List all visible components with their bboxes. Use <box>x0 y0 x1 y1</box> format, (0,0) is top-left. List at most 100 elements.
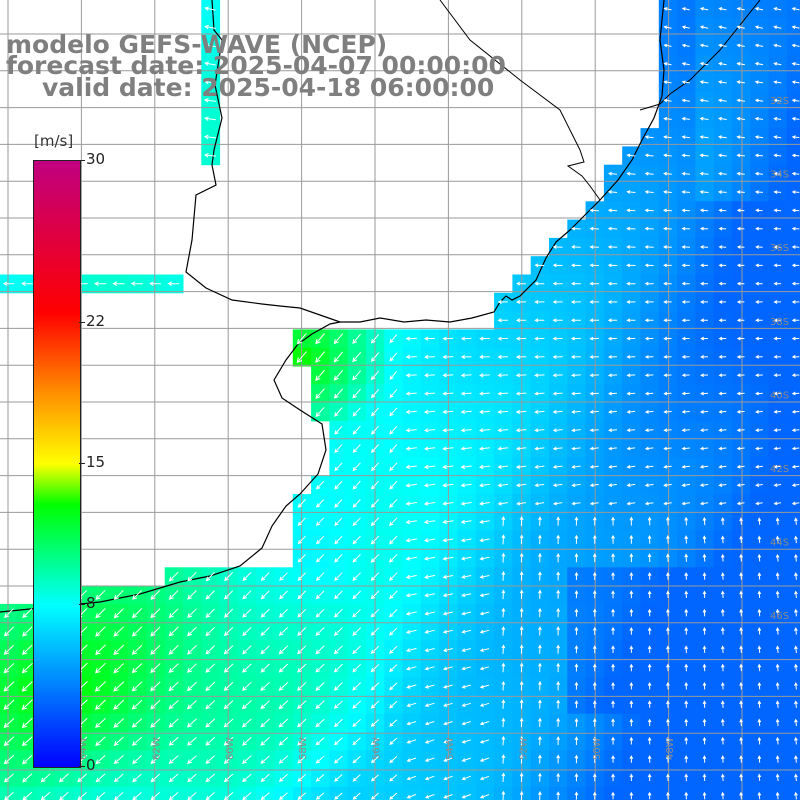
wind-arrow <box>755 483 763 487</box>
wind-arrow <box>297 737 307 746</box>
wind-arrow <box>442 446 454 451</box>
wind-arrow <box>519 516 524 527</box>
wind-arrow <box>315 590 325 600</box>
wind-arrow <box>278 627 289 637</box>
wind-arrow <box>519 644 524 654</box>
wind-arrow <box>702 681 707 690</box>
wind-arrow <box>187 571 197 582</box>
wind-arrow <box>773 263 782 268</box>
wind-arrow <box>773 300 782 304</box>
wind-cell <box>475 786 495 800</box>
wind-arrow <box>497 409 509 414</box>
wind-arrow <box>204 61 216 66</box>
wind-arrow <box>755 446 763 451</box>
wind-arrow <box>794 590 798 599</box>
wind-arrow <box>315 663 325 673</box>
wind-arrow <box>626 373 636 378</box>
wind-arrow <box>186 681 197 692</box>
wind-arrow <box>717 153 727 158</box>
wind-arrow <box>699 428 709 433</box>
wind-arrow <box>519 680 524 691</box>
wind-arrow <box>592 590 597 599</box>
wind-arrow <box>699 501 709 506</box>
wind-arrow <box>775 627 780 635</box>
wind-arrow <box>405 391 417 396</box>
wind-arrow <box>739 535 743 544</box>
wind-arrow <box>21 699 33 711</box>
wind-arrow <box>501 699 506 709</box>
wind-arrow <box>3 736 15 747</box>
wind-arrow <box>149 281 162 286</box>
wind-arrow <box>22 626 33 637</box>
wind-arrow <box>647 736 652 745</box>
wind-arrow <box>739 755 743 763</box>
wind-arrow <box>460 336 472 341</box>
wind-arrow <box>370 608 380 618</box>
colorbar-units: [m/s] <box>28 131 82 155</box>
wind-arrow <box>278 737 289 746</box>
wind-arrow <box>757 553 762 562</box>
wind-arrow <box>574 663 579 672</box>
wind-arrow <box>592 626 597 635</box>
wind-arrow <box>297 499 306 508</box>
wind-arrow <box>479 721 490 726</box>
wind-arrow <box>757 791 762 800</box>
wind-arrow <box>720 736 725 745</box>
wind-arrow <box>95 589 106 600</box>
wind-arrow <box>187 755 197 764</box>
wind-arrow <box>460 501 472 506</box>
wind-arrow <box>739 718 743 727</box>
wind-arrow <box>112 281 125 286</box>
wind-arrow <box>424 336 436 341</box>
wind-arrow <box>150 663 161 674</box>
wind-arrow <box>389 535 398 545</box>
wind-arrow <box>150 681 161 692</box>
wind-arrow <box>699 80 709 84</box>
wind-arrow <box>574 700 579 709</box>
wind-cell <box>91 786 111 800</box>
wind-arrow <box>589 501 599 506</box>
wind-arrow <box>611 736 615 745</box>
wind-arrow <box>754 98 764 103</box>
wind-cell <box>109 786 129 800</box>
wind-arrow <box>611 700 615 708</box>
wind-arrow <box>460 446 472 451</box>
wind-arrow <box>168 718 179 728</box>
wind-arrow <box>186 663 197 673</box>
wind-arrow <box>442 611 454 616</box>
wind-arrow <box>589 281 600 286</box>
wind-arrow <box>352 535 361 545</box>
wind-arrow <box>95 608 106 619</box>
wind-arrow <box>352 627 362 636</box>
wind-arrow <box>644 409 654 414</box>
wind-arrow <box>720 718 725 727</box>
wind-arrow <box>352 719 361 727</box>
wind-arrow <box>663 62 672 66</box>
wind-arrow <box>699 171 709 176</box>
wind-arrow <box>681 7 690 11</box>
wind-arrow <box>442 428 454 433</box>
wind-arrow <box>739 590 743 599</box>
wind-arrow <box>205 608 215 618</box>
latitude-label: 36S <box>770 243 789 254</box>
wind-arrow <box>534 263 545 268</box>
wind-arrow <box>681 300 690 304</box>
wind-arrow <box>552 300 563 304</box>
wind-arrow <box>552 263 563 268</box>
latitude-label: 42S <box>770 464 789 475</box>
wind-arrow <box>501 717 506 728</box>
wind-arrow <box>333 737 343 746</box>
wind-arrow <box>352 333 362 345</box>
wind-arrow <box>755 428 763 433</box>
wind-arrow <box>370 774 379 782</box>
wind-arrow <box>519 717 524 728</box>
wind-arrow <box>423 464 436 470</box>
wind-arrow <box>405 574 417 580</box>
wind-arrow <box>538 699 542 709</box>
wind-arrow <box>389 499 398 508</box>
wind-arrow <box>794 553 798 562</box>
wind-arrow <box>626 171 636 176</box>
wind-arrow <box>497 336 508 341</box>
wind-arrow <box>644 208 654 213</box>
wind-arrow <box>205 718 216 728</box>
